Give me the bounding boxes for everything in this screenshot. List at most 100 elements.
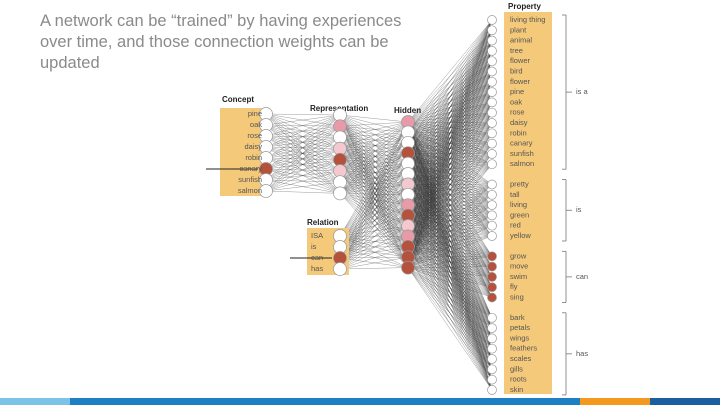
connection [265,114,341,192]
property-item: wings [509,333,529,342]
connection [407,19,493,133]
relation-label: Relation [307,218,339,227]
connection [339,246,409,270]
unit [487,354,497,364]
connection [407,112,493,268]
connection [339,114,409,144]
connection [407,235,493,268]
connection [339,163,409,270]
connection [265,170,341,192]
group-label: has [576,349,588,358]
connection [339,132,409,149]
connection [339,148,409,206]
connection [339,137,409,258]
property-item: feathers [510,344,537,353]
connection [339,184,409,270]
connection [407,267,493,339]
property-box [504,12,552,394]
connection [339,170,409,216]
property-item: pretty [510,179,529,188]
footer-bar [70,398,580,405]
connection [265,126,341,192]
connection [339,148,409,154]
connection [339,142,409,172]
footer-bar [0,398,70,405]
concept-item: daisy [244,142,262,151]
connection [339,193,409,258]
nodes [206,15,497,395]
connection [407,19,493,268]
connection [407,30,493,268]
connection [339,121,409,160]
connection [339,126,409,206]
connection [339,121,409,259]
group-label: is [576,205,582,214]
connection [339,170,409,196]
connection [339,236,409,248]
unit [487,189,497,200]
connection [407,133,493,268]
connection [339,142,409,270]
connection [339,126,409,237]
connection [407,19,493,185]
connection [339,267,409,270]
connection [339,114,409,237]
connection [339,225,409,248]
connection [339,170,409,175]
connection [339,159,409,164]
connection [265,159,341,192]
connection [339,181,409,216]
unit [487,107,497,118]
connection [339,182,409,268]
connection [339,181,409,196]
connection [339,121,409,149]
connection [339,126,409,227]
connection [265,114,341,159]
group-label: can [576,272,588,281]
connection [339,137,409,154]
unit [487,46,497,56]
unit [487,118,497,128]
unit [333,262,347,276]
connection [339,170,409,206]
property-item: yellow [510,231,531,240]
unit [487,87,497,97]
connection [407,61,493,268]
property-item: tree [510,46,523,55]
connection [339,159,409,185]
connection [339,225,409,237]
connection [339,137,409,216]
connection [339,137,409,206]
connection [339,246,409,259]
property-item: flower [510,77,531,86]
connection [339,121,409,172]
connection [339,170,409,258]
connection [407,81,493,268]
unit [487,220,497,231]
connection [339,125,409,144]
unit [487,56,497,67]
connection [339,148,409,268]
property-item: animal [510,36,532,45]
connection [407,71,493,268]
connection [407,40,493,268]
connection [339,114,409,133]
connection [339,126,409,195]
connection [339,159,409,227]
connection [339,114,409,227]
connection [339,137,409,144]
connection [339,126,409,175]
property-item: gills [510,364,523,373]
connection [339,121,409,127]
concept-item: oak [250,120,262,129]
property-item: swim [510,272,527,281]
property-item: roots [510,375,527,384]
property-item: sing [510,292,524,301]
unit [487,159,497,170]
connection [339,137,409,185]
property-item: flower [510,56,531,65]
connection [407,19,493,154]
footer-bar [650,398,720,405]
connection [339,121,409,237]
connection [339,121,409,194]
